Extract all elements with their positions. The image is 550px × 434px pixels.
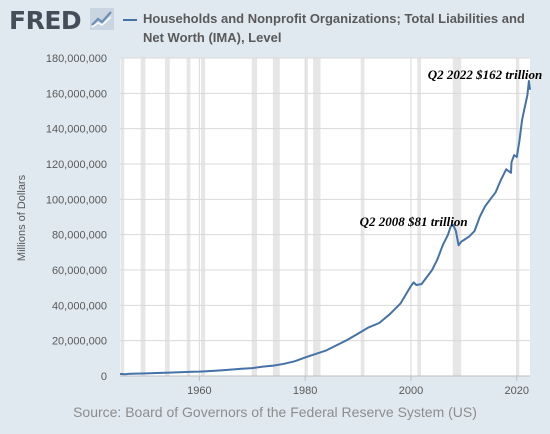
gridlines — [120, 57, 530, 376]
legend-swatch — [123, 19, 137, 21]
y-tick-label: 60,000,000 — [52, 265, 107, 277]
y-tick-label: 80,000,000 — [52, 230, 107, 242]
plot-background — [120, 58, 530, 376]
y-tick-label: 180,000,000 — [46, 53, 107, 65]
recession-band — [164, 58, 170, 376]
chart-header: FRED Households and Nonprofit Organizati… — [0, 0, 550, 50]
y-tick-label: 20,000,000 — [52, 336, 107, 348]
y-tick-label: 120,000,000 — [46, 159, 107, 171]
x-axis-ticks: 1960 1980 2000 2020 — [120, 375, 530, 397]
recession-band — [360, 58, 365, 376]
recession-band — [200, 58, 206, 376]
y-axis-label: Millions of Dollars — [16, 174, 28, 261]
y-tick-label: 100,000,000 — [46, 194, 107, 206]
line-chart-icon — [90, 8, 114, 30]
source-note: Source: Board of Governors of the Federa… — [73, 404, 477, 420]
data-series — [119, 80, 531, 376]
x-tick-label: 2020 — [505, 385, 529, 397]
recession-band — [305, 58, 308, 376]
x-tick-label: 1960 — [187, 385, 211, 397]
recession-band — [313, 58, 321, 376]
annotation-label: Q2 2022 $162 trillion — [428, 67, 543, 82]
recession-shading — [120, 58, 520, 376]
y-tick-label: 40,000,000 — [52, 300, 107, 312]
y-tick-label: 160,000,000 — [46, 88, 107, 100]
recession-band — [140, 58, 146, 376]
recession-band — [417, 58, 422, 376]
fred-logo[interactable]: FRED — [9, 6, 82, 35]
y-tick-label: 140,000,000 — [46, 124, 107, 136]
recession-band — [251, 58, 258, 376]
recession-band — [452, 58, 462, 376]
recession-band — [272, 58, 280, 376]
y-tick-label: 0 — [101, 371, 107, 383]
legend-label[interactable]: Households and Nonprofit Organizations; … — [143, 11, 525, 45]
y-axis-ticks: 0 20,000,000 40,000,000 60,000,000 80,000,00… — [46, 53, 107, 383]
annotations: Q2 2008 $81 trillion Q2 2022 $162 trillio… — [360, 67, 543, 229]
recession-band — [120, 58, 125, 376]
x-tick-label: 1980 — [293, 385, 317, 397]
chart: 0 20,000,000 40,000,000 60,000,000 80,000,00… — [16, 53, 543, 397]
annotation-label: Q2 2008 $81 trillion — [360, 214, 468, 229]
recession-band — [517, 58, 520, 376]
recession-band — [186, 58, 191, 376]
x-tick-label: 2000 — [399, 385, 423, 397]
series-line — [119, 80, 531, 376]
